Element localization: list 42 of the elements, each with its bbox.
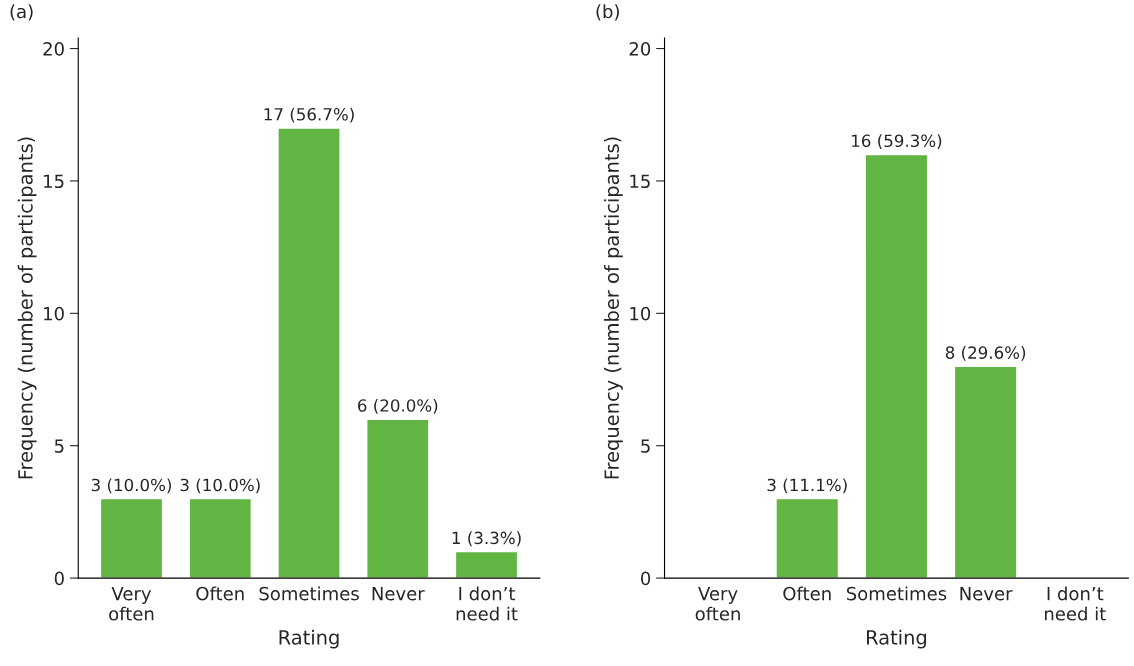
data-label: 3 (11.1%) [767,478,847,494]
y-tick-label: 15 [44,174,64,189]
data-label: 16 (59.3%) [852,134,942,150]
y-tick-label: 20 [629,42,651,56]
y-tick-label: 15 [630,174,650,189]
bar [277,127,341,579]
data-label: 17 (56.7%) [264,107,354,123]
chart-title: (a) [10,4,33,21]
bar [188,497,253,579]
x-axis-title: Rating [279,629,339,649]
x-tick-label: Very often [695,586,740,621]
x-tick-label: Often [783,586,831,601]
bar [953,365,1018,579]
x-tick-label: Never [960,586,1013,601]
bar [775,497,840,579]
x-tick-label: Sometimes [259,586,359,601]
bar [454,550,519,579]
y-axis-title: Frequency (number of participants) [17,137,37,479]
data-label: 6 (20.0%) [358,398,438,414]
y-tick-label: 20 [43,42,64,56]
y-tick-label: 5 [641,439,650,453]
data-label: 1 (3.3%) [452,531,521,547]
bar [99,497,164,579]
x-tick-label: Very often [109,586,154,621]
data-label: 3 (10.0%) [91,478,171,494]
data-label: 8 (29.6%) [945,346,1026,361]
bar [366,418,430,579]
x-tick-label: Often [196,586,244,601]
y-tick-label: 0 [641,571,651,586]
y-tick-label: 0 [54,571,64,586]
x-tick-label: Sometimes [846,586,947,601]
x-axis-title: Rating [866,629,926,649]
chart-title: (b) [596,4,619,21]
y-tick-label: 10 [44,306,64,321]
x-tick-label: I don’t need it [1044,586,1106,621]
y-axis-title: Frequency (number of participants) [603,137,623,479]
bar [864,153,929,579]
data-label: 3 (10.0%) [180,478,260,494]
x-tick-label: Never [372,586,425,601]
x-tick-label: I don’t need it [456,586,518,621]
y-tick-label: 10 [630,306,651,321]
y-tick-label: 5 [54,439,64,453]
